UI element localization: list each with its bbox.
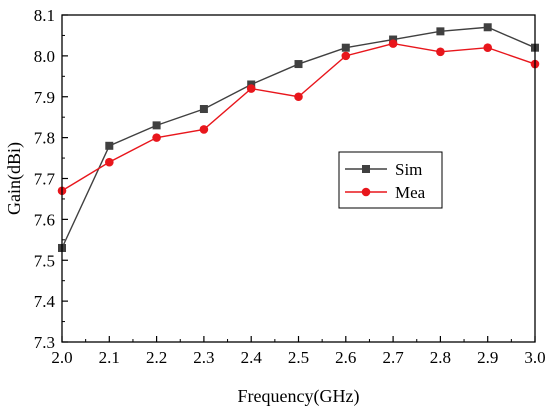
y-tick-label: 7.8 (34, 129, 55, 148)
series-layer (57, 23, 540, 252)
y-tick-label: 7.4 (34, 292, 56, 311)
x-tick-label: 2.3 (193, 348, 214, 367)
legend-label: Sim (395, 160, 422, 179)
legend-swatch-marker (362, 165, 370, 173)
x-tick-label: 2.1 (99, 348, 120, 367)
legend: Sim Mea (338, 151, 443, 209)
data-point-mea (388, 39, 398, 48)
x-tick-label: 2.6 (335, 348, 356, 367)
y-tick-label: 7.9 (34, 88, 55, 107)
x-tick-label: 2.0 (51, 348, 72, 367)
series-mea (57, 39, 540, 196)
y-tick-label: 7.6 (34, 210, 55, 229)
axis-ticks: 2.0 2.1 2.2 2.3 2.4 2.5 2.6 2.7 2.8 2.9 3.0 7.3 7.4 7… (34, 6, 546, 367)
x-tick-label: 3.0 (524, 348, 545, 367)
x-tick-label: 2.9 (477, 348, 498, 367)
y-axis-title: Gain(dBi) (4, 142, 25, 215)
legend-label: Mea (395, 183, 426, 202)
y-tick-label: 8.0 (34, 47, 55, 66)
data-point-mea (294, 92, 303, 102)
legend-swatch-marker (361, 187, 371, 197)
data-point-sim (436, 27, 445, 36)
x-axis-title: Frequency(GHz) (238, 386, 360, 407)
legend-box (338, 151, 443, 209)
data-point-mea (105, 157, 114, 167)
x-tick-label: 2.7 (382, 348, 404, 367)
x-tick-label: 2.8 (430, 348, 451, 367)
data-point-mea (152, 133, 161, 142)
data-point-sim (152, 121, 161, 130)
y-tick-label: 7.5 (34, 251, 55, 270)
data-point-mea (483, 43, 493, 52)
x-tick-label: 2.2 (146, 348, 167, 367)
data-point-sim (483, 23, 492, 32)
y-tick-label: 7.7 (34, 170, 56, 189)
data-point-mea (246, 84, 256, 93)
data-point-mea (341, 51, 351, 61)
data-point-mea (199, 125, 209, 134)
x-tick-label: 2.5 (288, 348, 309, 367)
data-point-sim (105, 141, 114, 150)
y-tick-label: 8.1 (34, 6, 55, 25)
y-tick-label: 7.3 (34, 333, 55, 352)
series-sim (58, 23, 539, 252)
data-point-sim (199, 105, 208, 114)
x-tick-label: 2.4 (241, 348, 263, 367)
data-point-sim (341, 43, 350, 52)
data-point-mea (436, 47, 445, 57)
data-point-sim (294, 60, 303, 69)
